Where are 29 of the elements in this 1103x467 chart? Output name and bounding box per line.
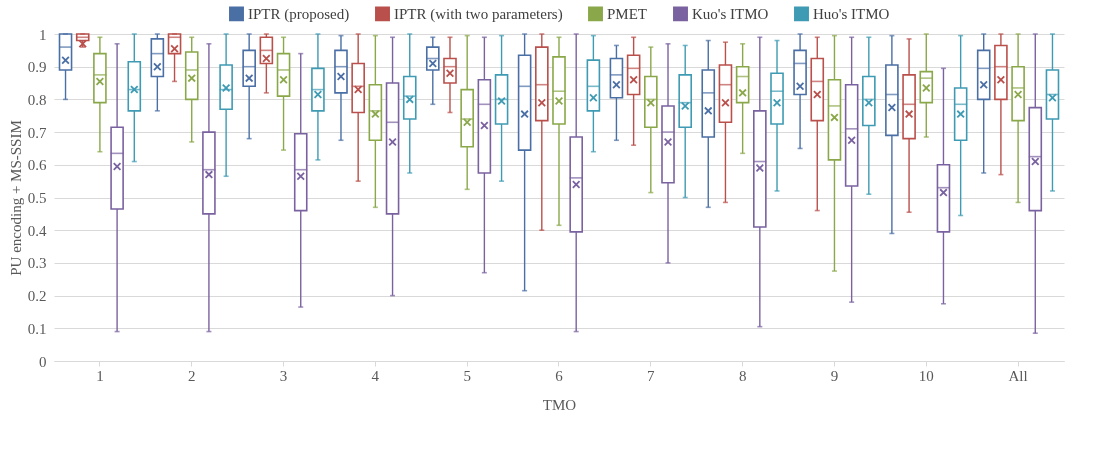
legend-label: PMET bbox=[607, 5, 648, 22]
x-tick-label: 5 bbox=[463, 367, 471, 384]
legend-label: Huo's ITMO bbox=[813, 5, 890, 22]
x-tick-label: 10 bbox=[918, 367, 934, 384]
x-tick-label: 2 bbox=[187, 367, 196, 384]
y-tick-label: 0.6 bbox=[27, 157, 47, 174]
x-tick-label: 9 bbox=[830, 367, 839, 384]
y-tick-label: 0.3 bbox=[27, 255, 47, 272]
x-tick-label: 7 bbox=[647, 367, 656, 384]
x-tick-label: 1 bbox=[96, 367, 104, 384]
x-tick-label: 3 bbox=[279, 367, 288, 384]
y-tick-label: 0.1 bbox=[27, 320, 47, 337]
y-axis-title: PU encoding + MS-SSIM bbox=[7, 120, 24, 276]
x-tick-label: 6 bbox=[555, 367, 564, 384]
y-tick-label: 0.7 bbox=[27, 124, 47, 141]
legend-label: IPTR (with two parameters) bbox=[394, 5, 563, 23]
y-tick-label: 0.4 bbox=[27, 222, 47, 239]
y-tick-label: 1 bbox=[39, 26, 47, 43]
y-tick-label: 0.5 bbox=[27, 190, 47, 206]
x-tick-label: 4 bbox=[371, 367, 380, 384]
x-tick-label: 8 bbox=[738, 367, 747, 384]
y-tick-label: 0.8 bbox=[27, 91, 47, 108]
legend-label: IPTR (proposed) bbox=[248, 5, 350, 23]
y-tick-label: 0.9 bbox=[27, 59, 47, 76]
y-tick-label: 0 bbox=[39, 353, 47, 370]
y-tick-label: 0.2 bbox=[27, 288, 47, 305]
legend-label: Kuo's ITMO bbox=[692, 5, 769, 22]
x-tick-label: All bbox=[1008, 367, 1028, 384]
x-axis-title: TMO bbox=[542, 396, 577, 413]
